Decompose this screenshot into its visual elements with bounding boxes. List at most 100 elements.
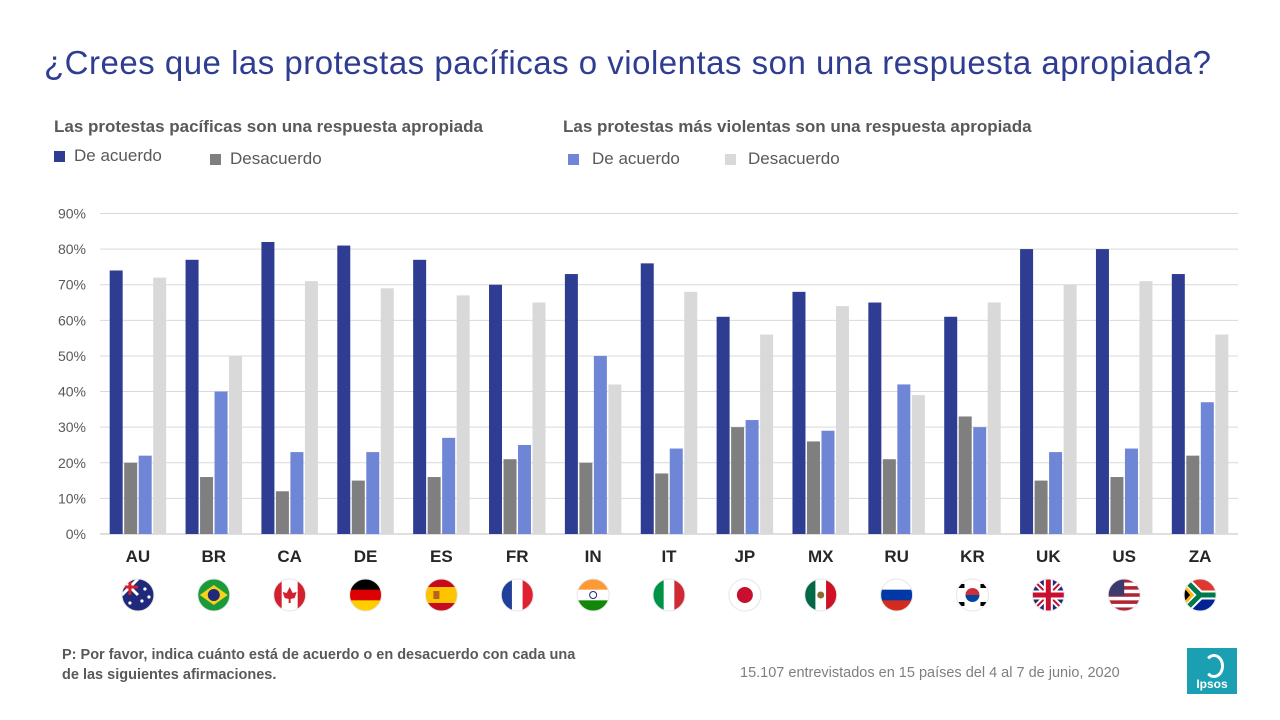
bar-violent-disagree-de — [380, 288, 394, 534]
bar-violent-disagree-ru — [911, 395, 925, 534]
bar-peaceful-disagree-ru — [882, 459, 896, 534]
chart-title: ¿Crees que las protestas pacíficas o vio… — [44, 44, 1212, 81]
bar-violent-disagree-fr — [532, 302, 546, 534]
bar-violent-disagree-uk — [1063, 284, 1077, 534]
bar-peaceful-agree-kr — [944, 316, 958, 534]
x-tick-label-us: US — [1112, 547, 1136, 566]
usa-flag-icon — [1107, 578, 1141, 612]
sample-note: 15.107 entrevistados en 15 países del 4 … — [740, 665, 1120, 681]
x-tick-label-es: ES — [430, 547, 453, 566]
france-flag-icon — [500, 578, 534, 612]
bar-peaceful-disagree-au — [124, 462, 138, 534]
legend-swatch-violent-disagree — [725, 154, 736, 165]
y-tick-label: 50% — [58, 348, 86, 364]
bar-violent-disagree-in — [608, 384, 622, 534]
x-tick-label-in: IN — [585, 547, 602, 566]
bar-peaceful-agree-za — [1171, 274, 1185, 534]
ipsos-logo: Ipsos — [1187, 648, 1237, 694]
south-korea-flag-icon — [955, 578, 989, 612]
legend-label-peaceful-agree: De acuerdo — [74, 146, 162, 165]
bar-peaceful-agree-jp — [716, 316, 730, 534]
australia-flag-icon — [121, 578, 155, 612]
bar-chart: 0% 10% 20% 30% 40% 50% 60% 70% 80% 90% AU BR CA DE ES F… — [58, 206, 1238, 612]
bar-violent-agree-br — [214, 391, 228, 534]
brazil-flag-icon — [197, 578, 231, 612]
legend-group-violent-title: Las protestas más violentas son una resp… — [563, 117, 1032, 136]
legend-label-violent-agree: De acuerdo — [592, 149, 680, 168]
bar-peaceful-disagree-ca — [275, 491, 289, 534]
bar-peaceful-agree-de — [337, 245, 351, 535]
y-tick-label: 30% — [58, 419, 86, 435]
bar-peaceful-agree-ca — [261, 241, 275, 534]
y-tick-label: 20% — [58, 455, 86, 471]
x-tick-label-uk: UK — [1036, 547, 1061, 566]
bar-peaceful-disagree-us — [1110, 477, 1124, 534]
bar-violent-agree-us — [1124, 448, 1138, 534]
bar-violent-disagree-mx — [835, 306, 849, 534]
bar-peaceful-disagree-fr — [503, 459, 517, 534]
bar-violent-disagree-br — [229, 355, 243, 534]
axis-layer: 0% 10% 20% 30% 40% 50% 60% 70% 80% 90% AU BR CA DE ES F… — [58, 206, 1211, 567]
bar-peaceful-agree-es — [413, 259, 427, 534]
x-tick-label-it: IT — [661, 547, 677, 566]
bar-peaceful-disagree-es — [427, 477, 441, 534]
bar-layer — [109, 241, 1229, 535]
bar-peaceful-disagree-mx — [806, 441, 820, 534]
bar-violent-agree-kr — [973, 427, 987, 534]
legend-group-peaceful-title: Las protestas pacíficas son una respuest… — [54, 117, 483, 136]
y-tick-label: 10% — [58, 490, 86, 506]
bar-violent-agree-de — [366, 452, 380, 534]
bar-peaceful-disagree-kr — [958, 416, 972, 534]
bar-violent-agree-fr — [518, 444, 532, 534]
y-tick-label: 90% — [58, 206, 86, 222]
legend-label-violent-disagree: Desacuerdo — [748, 149, 840, 168]
bar-violent-disagree-ca — [304, 281, 318, 534]
legend-swatch-peaceful-agree — [54, 151, 65, 162]
bar-violent-agree-ru — [897, 384, 911, 534]
spain-flag-icon — [424, 578, 458, 612]
footnote-question: P: Por favor, indica cuánto está de acue… — [62, 647, 576, 683]
canada-flag-icon — [273, 578, 307, 612]
russia-flag-icon — [880, 578, 914, 612]
x-tick-label-ru: RU — [884, 547, 909, 566]
x-tick-label-za: ZA — [1189, 547, 1212, 566]
legend-label-peaceful-disagree: Desacuerdo — [230, 149, 322, 168]
x-tick-label-ca: CA — [277, 547, 302, 566]
y-tick-label: 70% — [58, 277, 86, 293]
x-tick-label-jp: JP — [734, 547, 755, 566]
bar-violent-agree-in — [593, 355, 607, 534]
grid-layer — [100, 213, 1238, 535]
bar-peaceful-disagree-uk — [1034, 480, 1048, 534]
bar-peaceful-agree-mx — [792, 291, 806, 534]
x-tick-label-kr: KR — [960, 547, 985, 566]
bar-peaceful-agree-uk — [1020, 249, 1034, 534]
y-tick-label: 60% — [58, 312, 86, 328]
flag-layer — [121, 578, 1217, 612]
y-tick-label: 80% — [58, 241, 86, 257]
bar-peaceful-disagree-jp — [731, 427, 745, 534]
bar-violent-agree-ca — [290, 452, 304, 534]
bar-violent-disagree-it — [684, 291, 698, 534]
bar-peaceful-disagree-in — [579, 462, 593, 534]
japan-flag-icon — [728, 578, 762, 612]
bar-peaceful-disagree-it — [655, 473, 669, 534]
bar-violent-disagree-za — [1215, 334, 1229, 534]
legend-swatch-peaceful-disagree — [210, 154, 221, 165]
x-tick-label-fr: FR — [506, 547, 529, 566]
y-tick-label: 40% — [58, 384, 86, 400]
x-tick-label-de: DE — [354, 547, 378, 566]
x-tick-label-mx: MX — [808, 547, 834, 566]
bar-peaceful-disagree-de — [351, 480, 365, 534]
bar-violent-agree-es — [442, 437, 456, 534]
bar-violent-agree-mx — [821, 430, 835, 534]
bar-peaceful-agree-br — [185, 259, 199, 534]
bar-peaceful-agree-ru — [868, 302, 882, 534]
bar-violent-disagree-us — [1139, 281, 1153, 534]
x-tick-label-br: BR — [202, 547, 227, 566]
legend-swatch-violent-agree — [568, 154, 579, 165]
germany-flag-icon — [349, 578, 383, 612]
bar-peaceful-disagree-za — [1186, 455, 1200, 534]
south-africa-flag-icon — [1183, 578, 1217, 612]
y-tick-label: 0% — [66, 526, 86, 542]
italy-flag-icon — [652, 578, 686, 612]
